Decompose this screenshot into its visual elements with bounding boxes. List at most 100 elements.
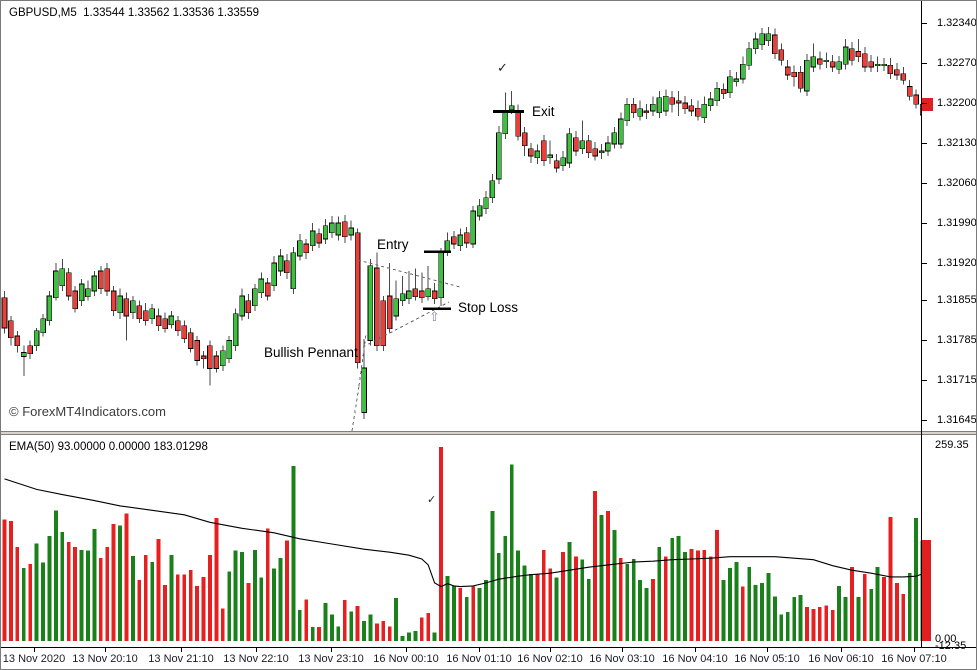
volume-bar bbox=[381, 621, 386, 641]
indicator-chart[interactable] bbox=[1, 435, 921, 647]
candle bbox=[476, 205, 483, 217]
main-price-chart[interactable] bbox=[1, 1, 921, 431]
volume-bar bbox=[715, 529, 720, 641]
candle bbox=[59, 268, 66, 287]
candle bbox=[521, 132, 528, 147]
candle bbox=[740, 63, 746, 80]
indicator-axis-label: -12.35 bbox=[935, 640, 967, 652]
price-axis-label: 1.31645 bbox=[937, 414, 977, 426]
volume-bar bbox=[676, 535, 681, 641]
candle bbox=[46, 295, 53, 321]
candle bbox=[528, 148, 534, 157]
volume-bar bbox=[317, 627, 321, 641]
volume-bar bbox=[79, 549, 84, 641]
candle bbox=[483, 197, 489, 209]
candle bbox=[40, 318, 46, 333]
candle bbox=[682, 102, 688, 110]
volume-bar bbox=[522, 565, 527, 641]
candle bbox=[759, 33, 765, 46]
candle bbox=[829, 61, 836, 68]
volume-bar bbox=[60, 532, 65, 641]
candle bbox=[630, 103, 637, 114]
candle bbox=[470, 210, 476, 245]
candle bbox=[913, 94, 919, 105]
candle bbox=[284, 260, 290, 273]
candle bbox=[72, 290, 78, 309]
volume-bar bbox=[760, 582, 764, 641]
candle bbox=[142, 310, 149, 321]
price-axis-tick bbox=[922, 420, 927, 421]
candle bbox=[91, 275, 98, 292]
pennant-trendline bbox=[358, 333, 367, 387]
candle bbox=[194, 340, 200, 361]
volume-bar bbox=[548, 568, 553, 641]
candle bbox=[887, 64, 894, 75]
candle bbox=[650, 103, 656, 112]
volume-bar bbox=[657, 546, 662, 641]
candle bbox=[316, 233, 322, 244]
checkmark-icon: ✓ bbox=[427, 494, 437, 506]
candle bbox=[431, 290, 438, 300]
candle bbox=[605, 142, 611, 152]
candle bbox=[707, 98, 714, 107]
candle bbox=[695, 107, 701, 117]
panel-separator[interactable] bbox=[1, 431, 976, 435]
candle bbox=[155, 315, 162, 327]
volume-bar bbox=[156, 538, 161, 641]
volume-bar bbox=[683, 552, 687, 641]
candle bbox=[656, 97, 663, 114]
volume-bar bbox=[240, 552, 244, 641]
time-axis-tick bbox=[181, 648, 182, 652]
volume-bar bbox=[618, 558, 623, 641]
candle bbox=[348, 227, 354, 236]
volume-bar bbox=[419, 617, 424, 641]
candle bbox=[27, 345, 33, 355]
candle bbox=[733, 78, 740, 83]
volume-bar bbox=[471, 586, 476, 641]
time-axis-label: 16 Nov 06:10 bbox=[808, 653, 874, 665]
candle bbox=[438, 252, 444, 299]
volume-bar bbox=[882, 576, 886, 641]
candle bbox=[239, 295, 245, 317]
time-axis-tick bbox=[622, 648, 623, 652]
volume-bar bbox=[220, 608, 225, 641]
time-axis-label: 16 Nov 04:10 bbox=[662, 653, 728, 665]
volume-bar bbox=[323, 603, 328, 641]
candle bbox=[444, 240, 451, 252]
candle bbox=[380, 300, 387, 347]
up-arrow-icon: ⇧ bbox=[429, 309, 440, 324]
volume-bar bbox=[2, 519, 7, 641]
time-axis-label: 13 Nov 23:10 bbox=[298, 653, 364, 665]
candle bbox=[245, 300, 252, 313]
candle bbox=[399, 293, 406, 301]
volume-bar bbox=[798, 594, 803, 641]
volume-bar bbox=[651, 579, 655, 641]
volume-bar bbox=[28, 564, 33, 641]
candle bbox=[900, 73, 907, 81]
candle bbox=[393, 298, 399, 317]
time-axis-label: 13 Nov 20:10 bbox=[72, 653, 138, 665]
candle bbox=[566, 133, 573, 164]
volume-bar bbox=[118, 525, 122, 641]
candle bbox=[65, 272, 72, 297]
time-axis-label: 16 Nov 00:10 bbox=[373, 653, 439, 665]
candle bbox=[598, 150, 605, 154]
price-axis-tick bbox=[922, 23, 927, 24]
volume-bar bbox=[875, 567, 880, 641]
volume-bar bbox=[914, 517, 919, 641]
volume-bar bbox=[246, 582, 251, 641]
watermark: © ForexMT4Indicators.com bbox=[9, 404, 166, 419]
volume-bar bbox=[477, 588, 482, 641]
volume-bar bbox=[850, 567, 854, 641]
time-axis-tick bbox=[105, 648, 106, 652]
volume-bar bbox=[753, 585, 758, 641]
candle bbox=[1, 297, 8, 329]
volume-bar bbox=[490, 511, 495, 641]
candle bbox=[252, 288, 258, 307]
candle bbox=[104, 268, 110, 292]
price-axis-tick bbox=[922, 223, 927, 224]
candle bbox=[849, 48, 855, 61]
volume-bar bbox=[740, 586, 745, 641]
checkmark-icon: ✓ bbox=[497, 60, 508, 75]
stop-loss-label: Stop Loss bbox=[458, 300, 519, 315]
